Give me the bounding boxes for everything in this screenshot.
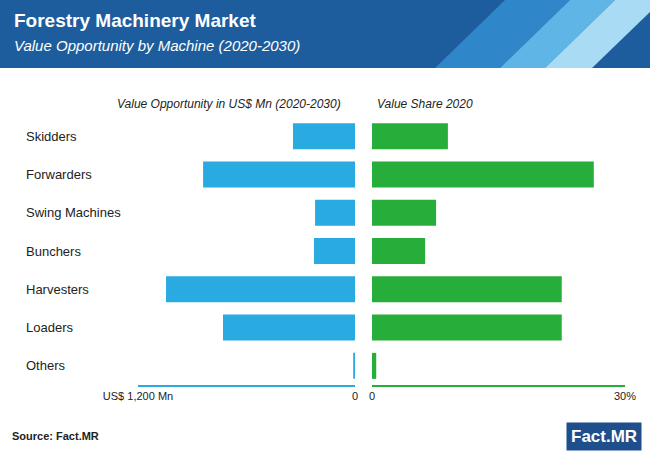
svg-text:Fact.MR: Fact.MR bbox=[571, 427, 637, 446]
svg-text:Value Opportunity in US$ Mn (2: Value Opportunity in US$ Mn (2020-2030) bbox=[117, 97, 341, 111]
svg-text:Others: Others bbox=[26, 358, 66, 373]
svg-text:0: 0 bbox=[352, 390, 358, 402]
svg-text:Source: Fact.MR: Source: Fact.MR bbox=[12, 430, 99, 442]
svg-text:Skidders: Skidders bbox=[26, 129, 77, 144]
svg-text:Bunchers: Bunchers bbox=[26, 244, 81, 259]
svg-text:Swing Machines: Swing Machines bbox=[26, 205, 121, 220]
svg-text:Forestry Machinery Market: Forestry Machinery Market bbox=[14, 10, 256, 31]
svg-text:Harvesters: Harvesters bbox=[26, 282, 89, 297]
svg-text:0: 0 bbox=[369, 390, 375, 402]
svg-text:US$ 1,200 Mn: US$ 1,200 Mn bbox=[103, 390, 173, 402]
svg-text:Value Share 2020: Value Share 2020 bbox=[377, 97, 473, 111]
svg-text:30%: 30% bbox=[614, 390, 636, 402]
svg-text:Loaders: Loaders bbox=[26, 320, 73, 335]
svg-text:Forwarders: Forwarders bbox=[26, 167, 92, 182]
svg-text:Value Opportunity by Machine (: Value Opportunity by Machine (2020-2030) bbox=[14, 37, 300, 54]
